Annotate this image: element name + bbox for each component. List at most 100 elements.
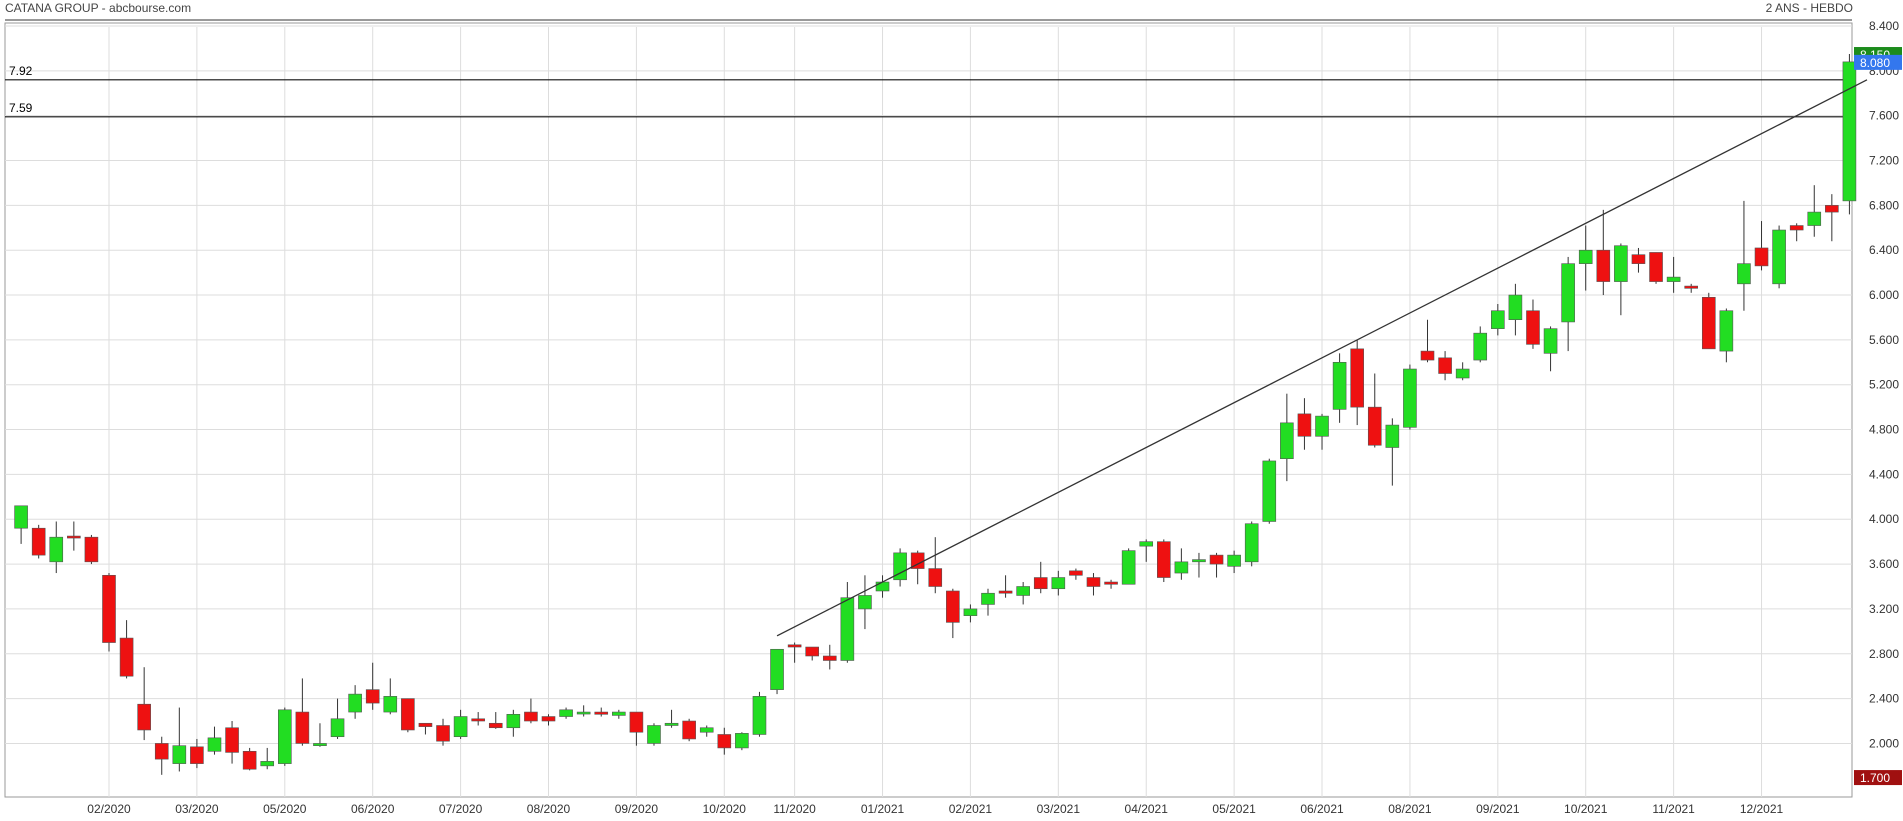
candle-down (1825, 194, 1839, 242)
candle-body (1508, 294, 1523, 321)
level-label: 7.59 (9, 101, 33, 115)
candle-body (998, 590, 1013, 594)
candle-body (629, 711, 644, 733)
y-tick-label: 2.000 (1869, 736, 1899, 750)
candle-body (1016, 586, 1030, 596)
candle-body (1315, 415, 1329, 437)
candle-up (1227, 550, 1241, 574)
candle-down (1209, 552, 1224, 578)
candle-up (963, 604, 978, 623)
x-tick-label: 12/2021 (1740, 802, 1784, 816)
candle-up (207, 726, 222, 755)
candle-body (699, 727, 714, 733)
candle-body (612, 711, 626, 716)
plot-area (4, 22, 1853, 798)
candle-up (1121, 548, 1136, 585)
candle-body (1438, 357, 1452, 374)
candle-down (225, 721, 239, 764)
candle-body (172, 745, 187, 764)
candle-body (1069, 570, 1083, 576)
chart-title: CATANA GROUP - abcbourse.com (5, 1, 192, 15)
y-tick-label: 3.200 (1869, 602, 1899, 616)
candle-up (1244, 521, 1259, 567)
candle-body (418, 722, 433, 727)
candle-up (770, 648, 784, 695)
candle-body (1086, 577, 1101, 587)
candle-up (14, 505, 28, 544)
candle-body (541, 716, 556, 722)
y-tick-label: 5.200 (1869, 378, 1899, 392)
candle-up (1772, 225, 1786, 289)
candle-up (1051, 570, 1066, 596)
candle-body (225, 727, 239, 753)
y-tick-label: 8.400 (1869, 19, 1899, 33)
candle-body (840, 597, 855, 661)
candle-down (418, 722, 433, 735)
candle-up (172, 707, 187, 772)
candle-body (1526, 310, 1540, 345)
candle-body (1262, 460, 1277, 522)
min-price-badge: 1.700 (1854, 770, 1902, 786)
candle-down (154, 736, 169, 775)
last-price-badge-text: 8.080 (1860, 56, 1890, 70)
candle-body (1473, 332, 1488, 361)
x-tick-label: 06/2021 (1300, 802, 1344, 816)
candle-down (717, 727, 732, 755)
candle-body (295, 711, 310, 744)
candle-body (1578, 249, 1593, 264)
candle-down (805, 646, 820, 661)
x-tick-label: 08/2021 (1388, 802, 1432, 816)
candle-body (330, 718, 345, 738)
candle-up (277, 707, 292, 766)
candle-down (1684, 283, 1698, 293)
candle-body (1561, 263, 1575, 323)
candle-up (1192, 552, 1206, 578)
candle-up (1842, 54, 1857, 215)
candle-body (1033, 577, 1048, 590)
candle-up (1455, 362, 1470, 381)
candle-up (1174, 548, 1189, 580)
candle-body (576, 711, 591, 715)
candle-down (787, 642, 802, 663)
candle-body (1350, 348, 1364, 408)
candle-body (1051, 577, 1066, 590)
candle-body (1297, 413, 1312, 437)
candle-body (1701, 296, 1716, 350)
candle-down (928, 537, 943, 594)
candle-body (348, 693, 362, 713)
candle-body (401, 698, 415, 731)
candle-body (313, 743, 327, 746)
candle-down (524, 698, 538, 724)
candle-body (893, 552, 907, 581)
candle-down (946, 588, 960, 639)
candle-body (383, 696, 398, 713)
x-tick-label: 02/2020 (87, 802, 131, 816)
y-tick-label: 7.600 (1869, 109, 1899, 123)
x-tick-label: 11/2020 (773, 802, 816, 816)
candle-up (699, 725, 714, 737)
x-tick-label: 03/2020 (175, 802, 219, 816)
candle-body (436, 725, 450, 742)
candle-down (1157, 539, 1171, 583)
candle-up (1262, 458, 1277, 524)
candle-down (488, 712, 503, 729)
candle-down (436, 718, 450, 746)
candle-up (1508, 283, 1523, 336)
candle-down (242, 747, 257, 771)
candle-down (1596, 209, 1611, 296)
candle-body (963, 608, 978, 616)
candle-body (682, 720, 696, 740)
candle-down (1033, 561, 1048, 594)
x-tick-label: 09/2021 (1476, 802, 1520, 816)
y-tick-label: 2.400 (1869, 692, 1899, 706)
x-tick-label: 08/2020 (527, 802, 571, 816)
candle-body (1754, 247, 1769, 267)
candle-up (1491, 304, 1505, 336)
candle-up (559, 707, 573, 719)
candle-body (664, 722, 679, 726)
candle-up (1139, 539, 1154, 562)
candle-body (1614, 245, 1628, 282)
candle-down (682, 718, 696, 742)
candle-body (1209, 554, 1224, 565)
candle-down (1069, 568, 1083, 580)
